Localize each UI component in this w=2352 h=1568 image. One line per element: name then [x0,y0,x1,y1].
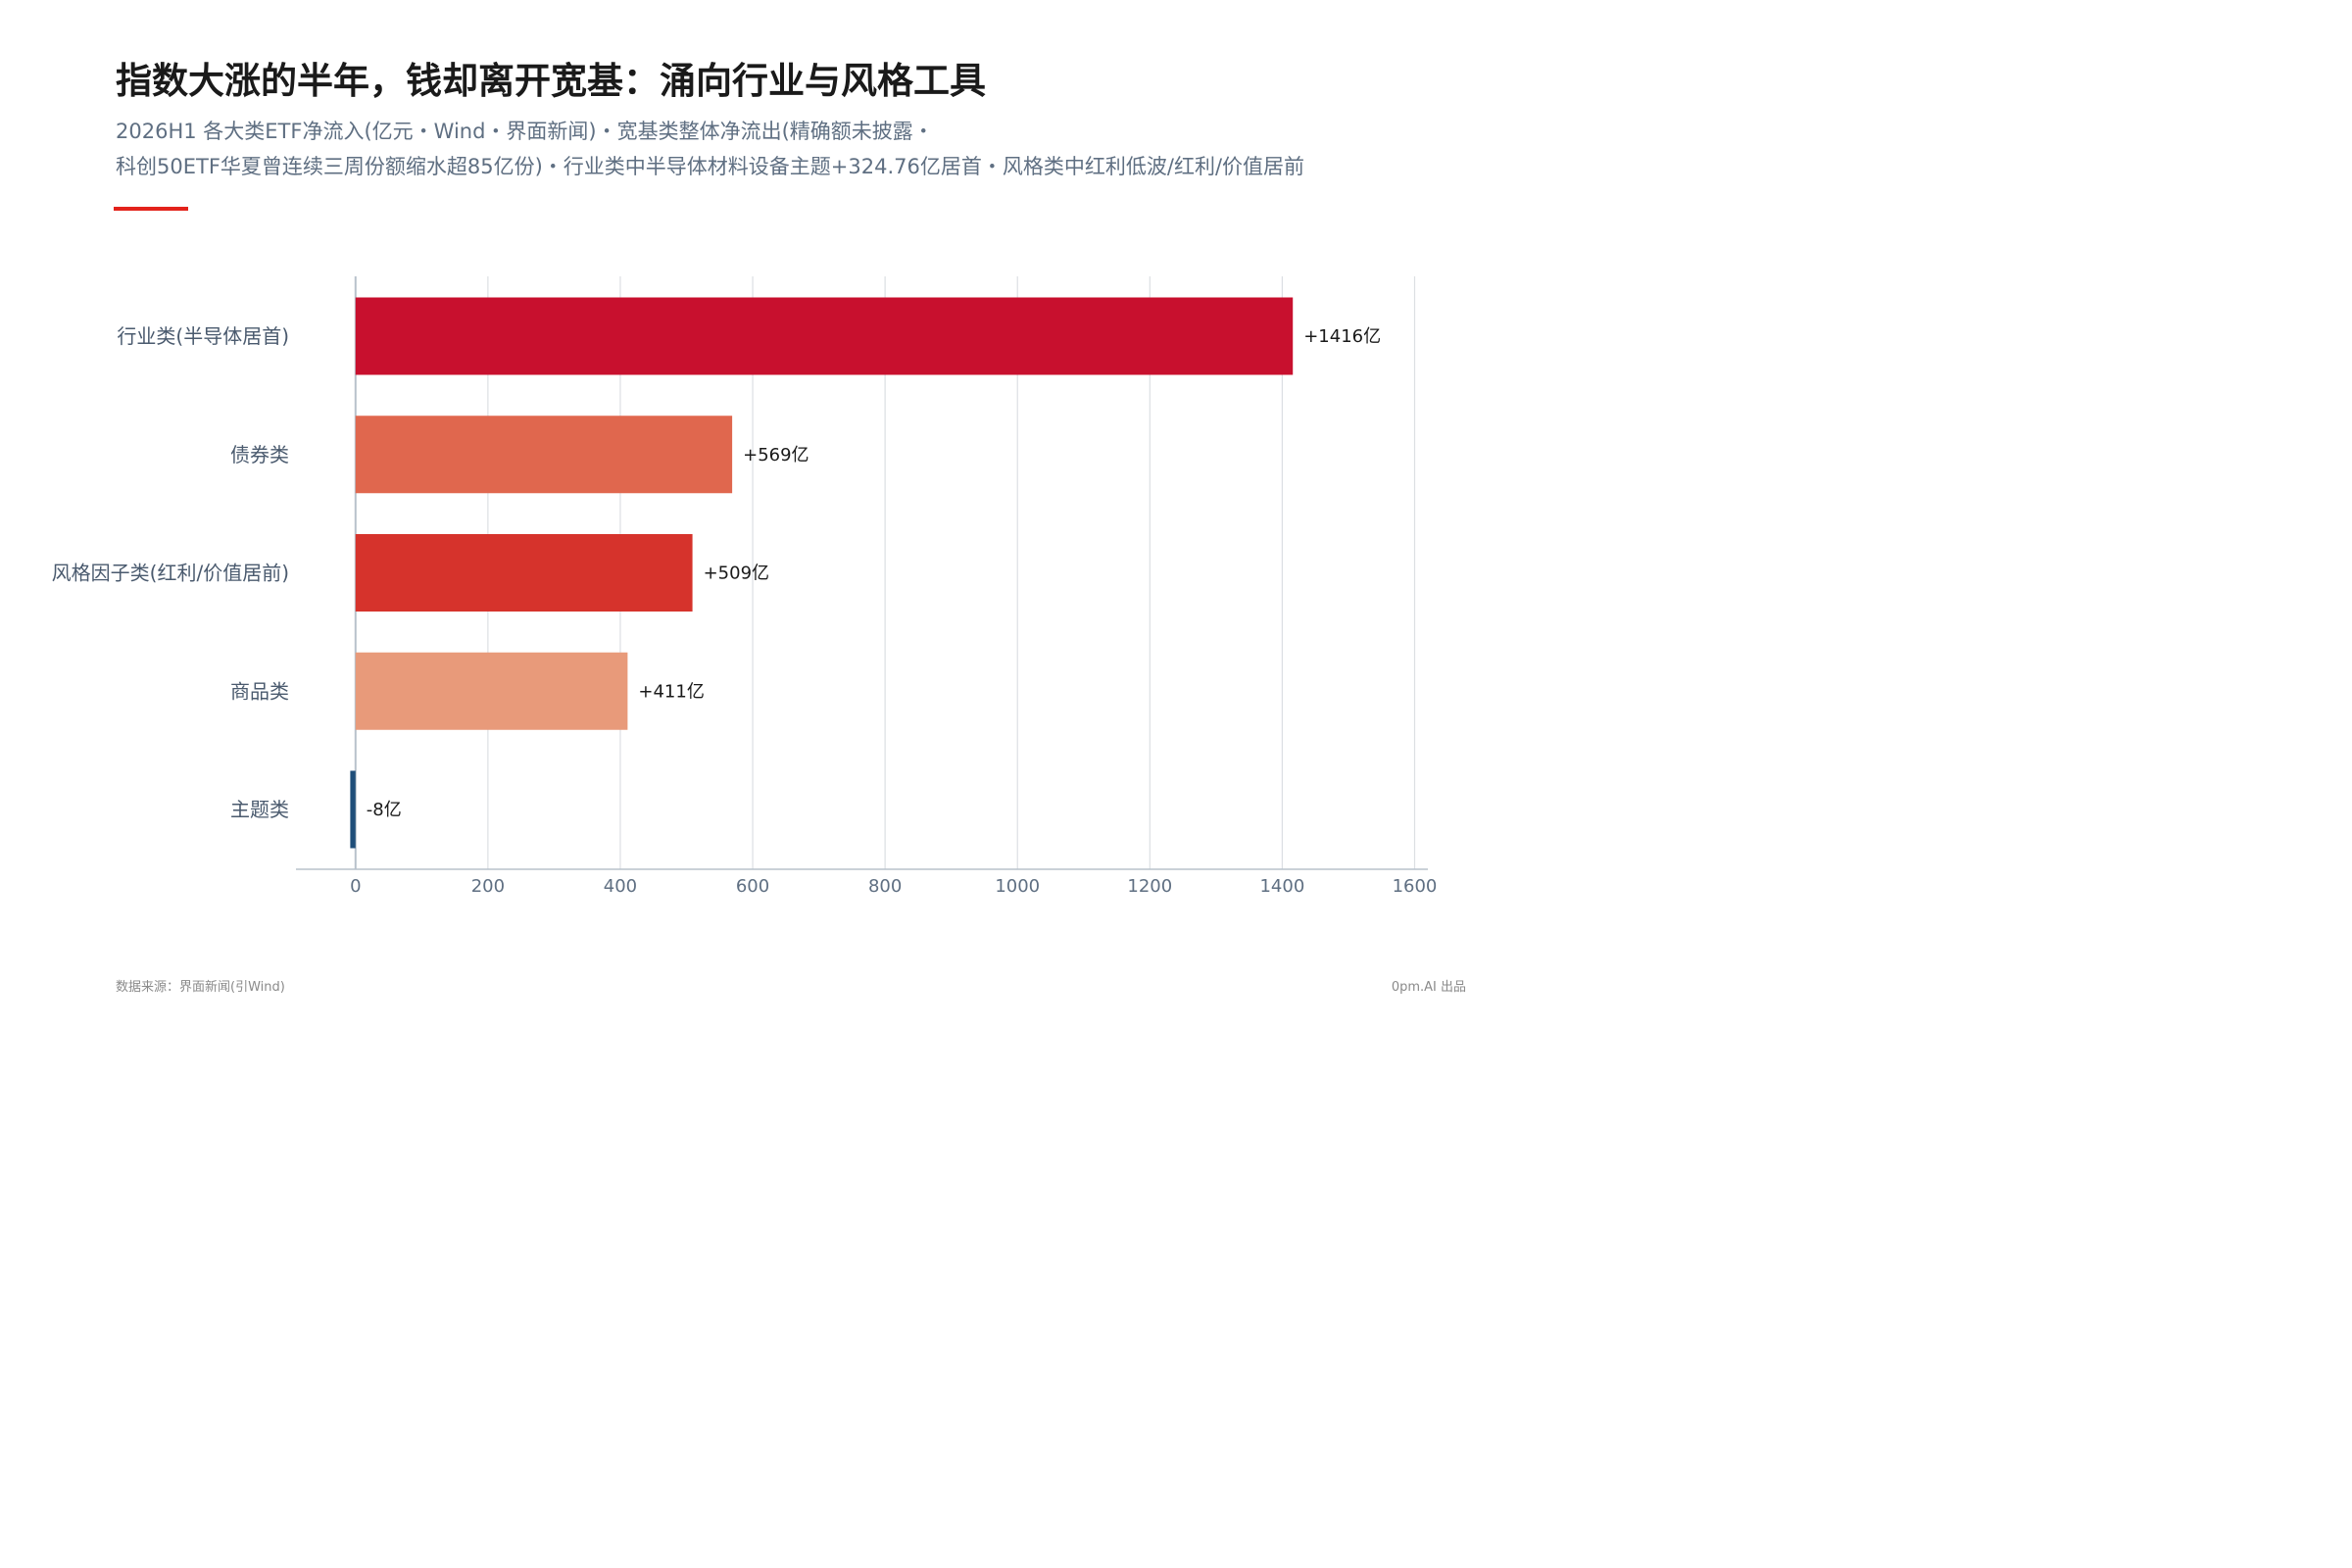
bar [355,416,733,494]
credit-note: 0pm.AI 出品 [1391,980,1466,995]
x-tick-label: 1600 [1393,876,1438,897]
bar [355,652,628,730]
data-source-note: 数据来源：界面新闻(引Wind) [116,980,285,995]
chart-title: 指数大涨的半年，钱却离开宽基：涌向行业与风格工具 [116,60,986,102]
subtitle-line-2: 科创50ETF华夏曾连续三周份额缩水超85亿份)・行业类中半导体材料设备主题+3… [116,155,1305,178]
subtitle-line-1: 2026H1 各大类ETF净流入(亿元・Wind・界面新闻)・宽基类整体净流出(… [116,120,934,143]
data-label: -8亿 [367,800,402,820]
x-tick-label: 1400 [1259,876,1304,897]
bar-chart: 0 200 400 600 800 1000 1200 1400 1600 行业类(半导体居首) +… [52,276,1438,897]
bar [355,297,1294,375]
x-tick-label: 1200 [1127,876,1172,897]
data-label: +1416亿 [1303,326,1381,347]
category-label: 主题类 [230,798,289,821]
category-label: 商品类 [230,679,289,703]
category-label: 行业类(半导体居首) [117,324,289,348]
chart-subtitle: 2026H1 各大类ETF净流入(亿元・Wind・界面新闻)・宽基类整体净流出(… [116,114,1409,184]
labels: 0 200 400 600 800 1000 1200 1400 1600 行业类(半导体居首) +… [52,324,1438,897]
data-label: +569亿 [743,445,808,466]
x-tick-label: 400 [604,876,637,897]
accent-rule [114,207,188,211]
x-tick-label: 1000 [995,876,1040,897]
x-tick-label: 800 [868,876,902,897]
category-label: 风格因子类(红利/价值居前) [52,562,289,585]
bars [350,297,1294,849]
data-label: +509亿 [704,564,769,584]
x-tick-label: 200 [471,876,505,897]
bar [355,534,693,612]
data-label: +411亿 [638,681,704,702]
x-tick-label: 600 [736,876,769,897]
x-tick-label: 0 [350,876,361,897]
category-label: 债券类 [230,443,289,466]
bar [350,770,356,849]
